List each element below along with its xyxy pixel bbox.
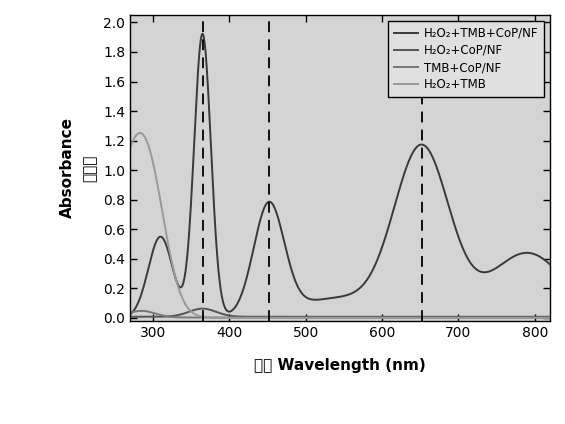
Legend: H₂O₂+TMB+CoP/NF, H₂O₂+CoP/NF, TMB+CoP/NF, H₂O₂+TMB: H₂O₂+TMB+CoP/NF, H₂O₂+CoP/NF, TMB+CoP/NF… — [388, 21, 544, 97]
Y-axis label: Absorbance: Absorbance — [60, 117, 75, 218]
Text: 吸光度: 吸光度 — [82, 154, 98, 181]
Text: 波长 Wavelength (nm): 波长 Wavelength (nm) — [254, 357, 426, 373]
